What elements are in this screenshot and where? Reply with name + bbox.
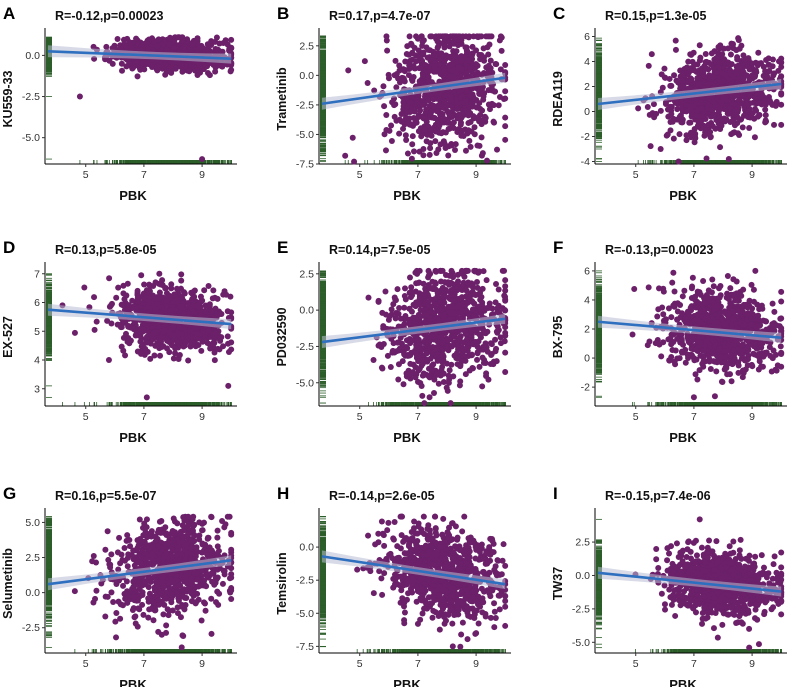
panel-a: A R=-0.12,p=0.00023 KU559-33 PBK -5.0 -2.5 0.0… — [1, 4, 237, 203]
data-point — [495, 102, 502, 109]
data-point — [216, 62, 223, 69]
data-point — [199, 44, 206, 51]
x-tick-label: 5 — [83, 169, 89, 181]
data-point — [192, 67, 199, 74]
data-point — [114, 35, 121, 42]
data-point — [76, 93, 83, 100]
y-tick-label: -5.0 — [22, 132, 40, 144]
data-point — [502, 136, 509, 143]
panel-letter: A — [3, 4, 15, 23]
data-point — [212, 68, 219, 75]
x-tick-label: 7 — [141, 169, 147, 181]
data-point — [154, 42, 161, 49]
data-point — [213, 46, 220, 53]
correlation-stat: R=0.17,p=4.7e-07 — [329, 9, 431, 23]
data-point — [129, 65, 136, 72]
data-point — [204, 63, 211, 70]
rug-y — [46, 36, 52, 160]
data-point — [502, 123, 509, 130]
data-point — [411, 148, 418, 155]
data-point — [226, 47, 233, 54]
data-point — [134, 73, 141, 80]
data-point — [479, 107, 486, 114]
data-point — [384, 47, 391, 54]
data-point — [179, 38, 186, 45]
data-point — [171, 44, 178, 51]
data-point — [149, 64, 156, 71]
y-axis-label: Trametinib — [275, 67, 289, 131]
data-point — [467, 143, 474, 150]
x-axis-label: PBK — [119, 188, 147, 203]
data-point — [205, 41, 212, 48]
y-tick-label: -2.5 — [22, 91, 40, 103]
x-tick-label: 5 — [357, 169, 363, 181]
data-point — [388, 137, 395, 144]
y-tick-label: -7.5 — [296, 159, 314, 171]
data-point — [189, 41, 196, 48]
data-point — [204, 70, 211, 77]
data-point — [118, 60, 125, 67]
x-tick-label: 9 — [199, 169, 205, 181]
data-point — [478, 134, 485, 141]
y-axis-label: KU559-33 — [1, 70, 15, 127]
x-axis-label: PBK — [393, 188, 421, 203]
data-point — [228, 66, 235, 73]
data-point — [228, 36, 235, 43]
data-point — [122, 42, 129, 49]
data-point — [349, 134, 356, 141]
y-tick-label: 2.5 — [299, 40, 314, 52]
data-point — [467, 118, 474, 125]
y-tick-label: -5.0 — [296, 129, 314, 141]
data-point — [220, 39, 227, 46]
correlation-stat: R=-0.12,p=0.00023 — [55, 9, 163, 23]
data-point — [119, 67, 126, 74]
x-tick-label: 9 — [473, 169, 479, 181]
data-point — [199, 156, 206, 163]
data-point — [483, 157, 490, 164]
panel-letter: B — [277, 4, 289, 23]
data-point — [194, 35, 201, 42]
data-point — [168, 69, 175, 76]
data-point — [141, 66, 148, 73]
data-point — [408, 155, 415, 162]
data-point — [380, 83, 387, 90]
data-point — [103, 43, 110, 50]
data-point — [128, 45, 135, 52]
y-tick-label: 0.0 — [299, 70, 314, 82]
data-point — [175, 34, 182, 41]
panels: A R=-0.12,p=0.00023 KU559-33 PBK -5.0 -2.5 0.0… — [1, 4, 787, 687]
data-point — [145, 46, 152, 53]
data-point — [117, 44, 124, 51]
data-point — [154, 63, 161, 70]
data-point — [120, 36, 127, 43]
data-point — [403, 136, 410, 143]
data-point — [496, 94, 503, 101]
data-point — [396, 130, 403, 137]
data-point — [167, 34, 174, 41]
data-point — [133, 35, 140, 42]
data-point — [178, 62, 185, 69]
y-tick-label: 0.0 — [25, 50, 40, 62]
y-tick-label: -2.5 — [296, 99, 314, 111]
x-tick-label: 7 — [415, 169, 421, 181]
data-point — [404, 150, 411, 157]
data-point — [502, 114, 509, 121]
data-point — [351, 158, 358, 165]
data-point — [364, 80, 371, 87]
data-point — [487, 57, 494, 64]
